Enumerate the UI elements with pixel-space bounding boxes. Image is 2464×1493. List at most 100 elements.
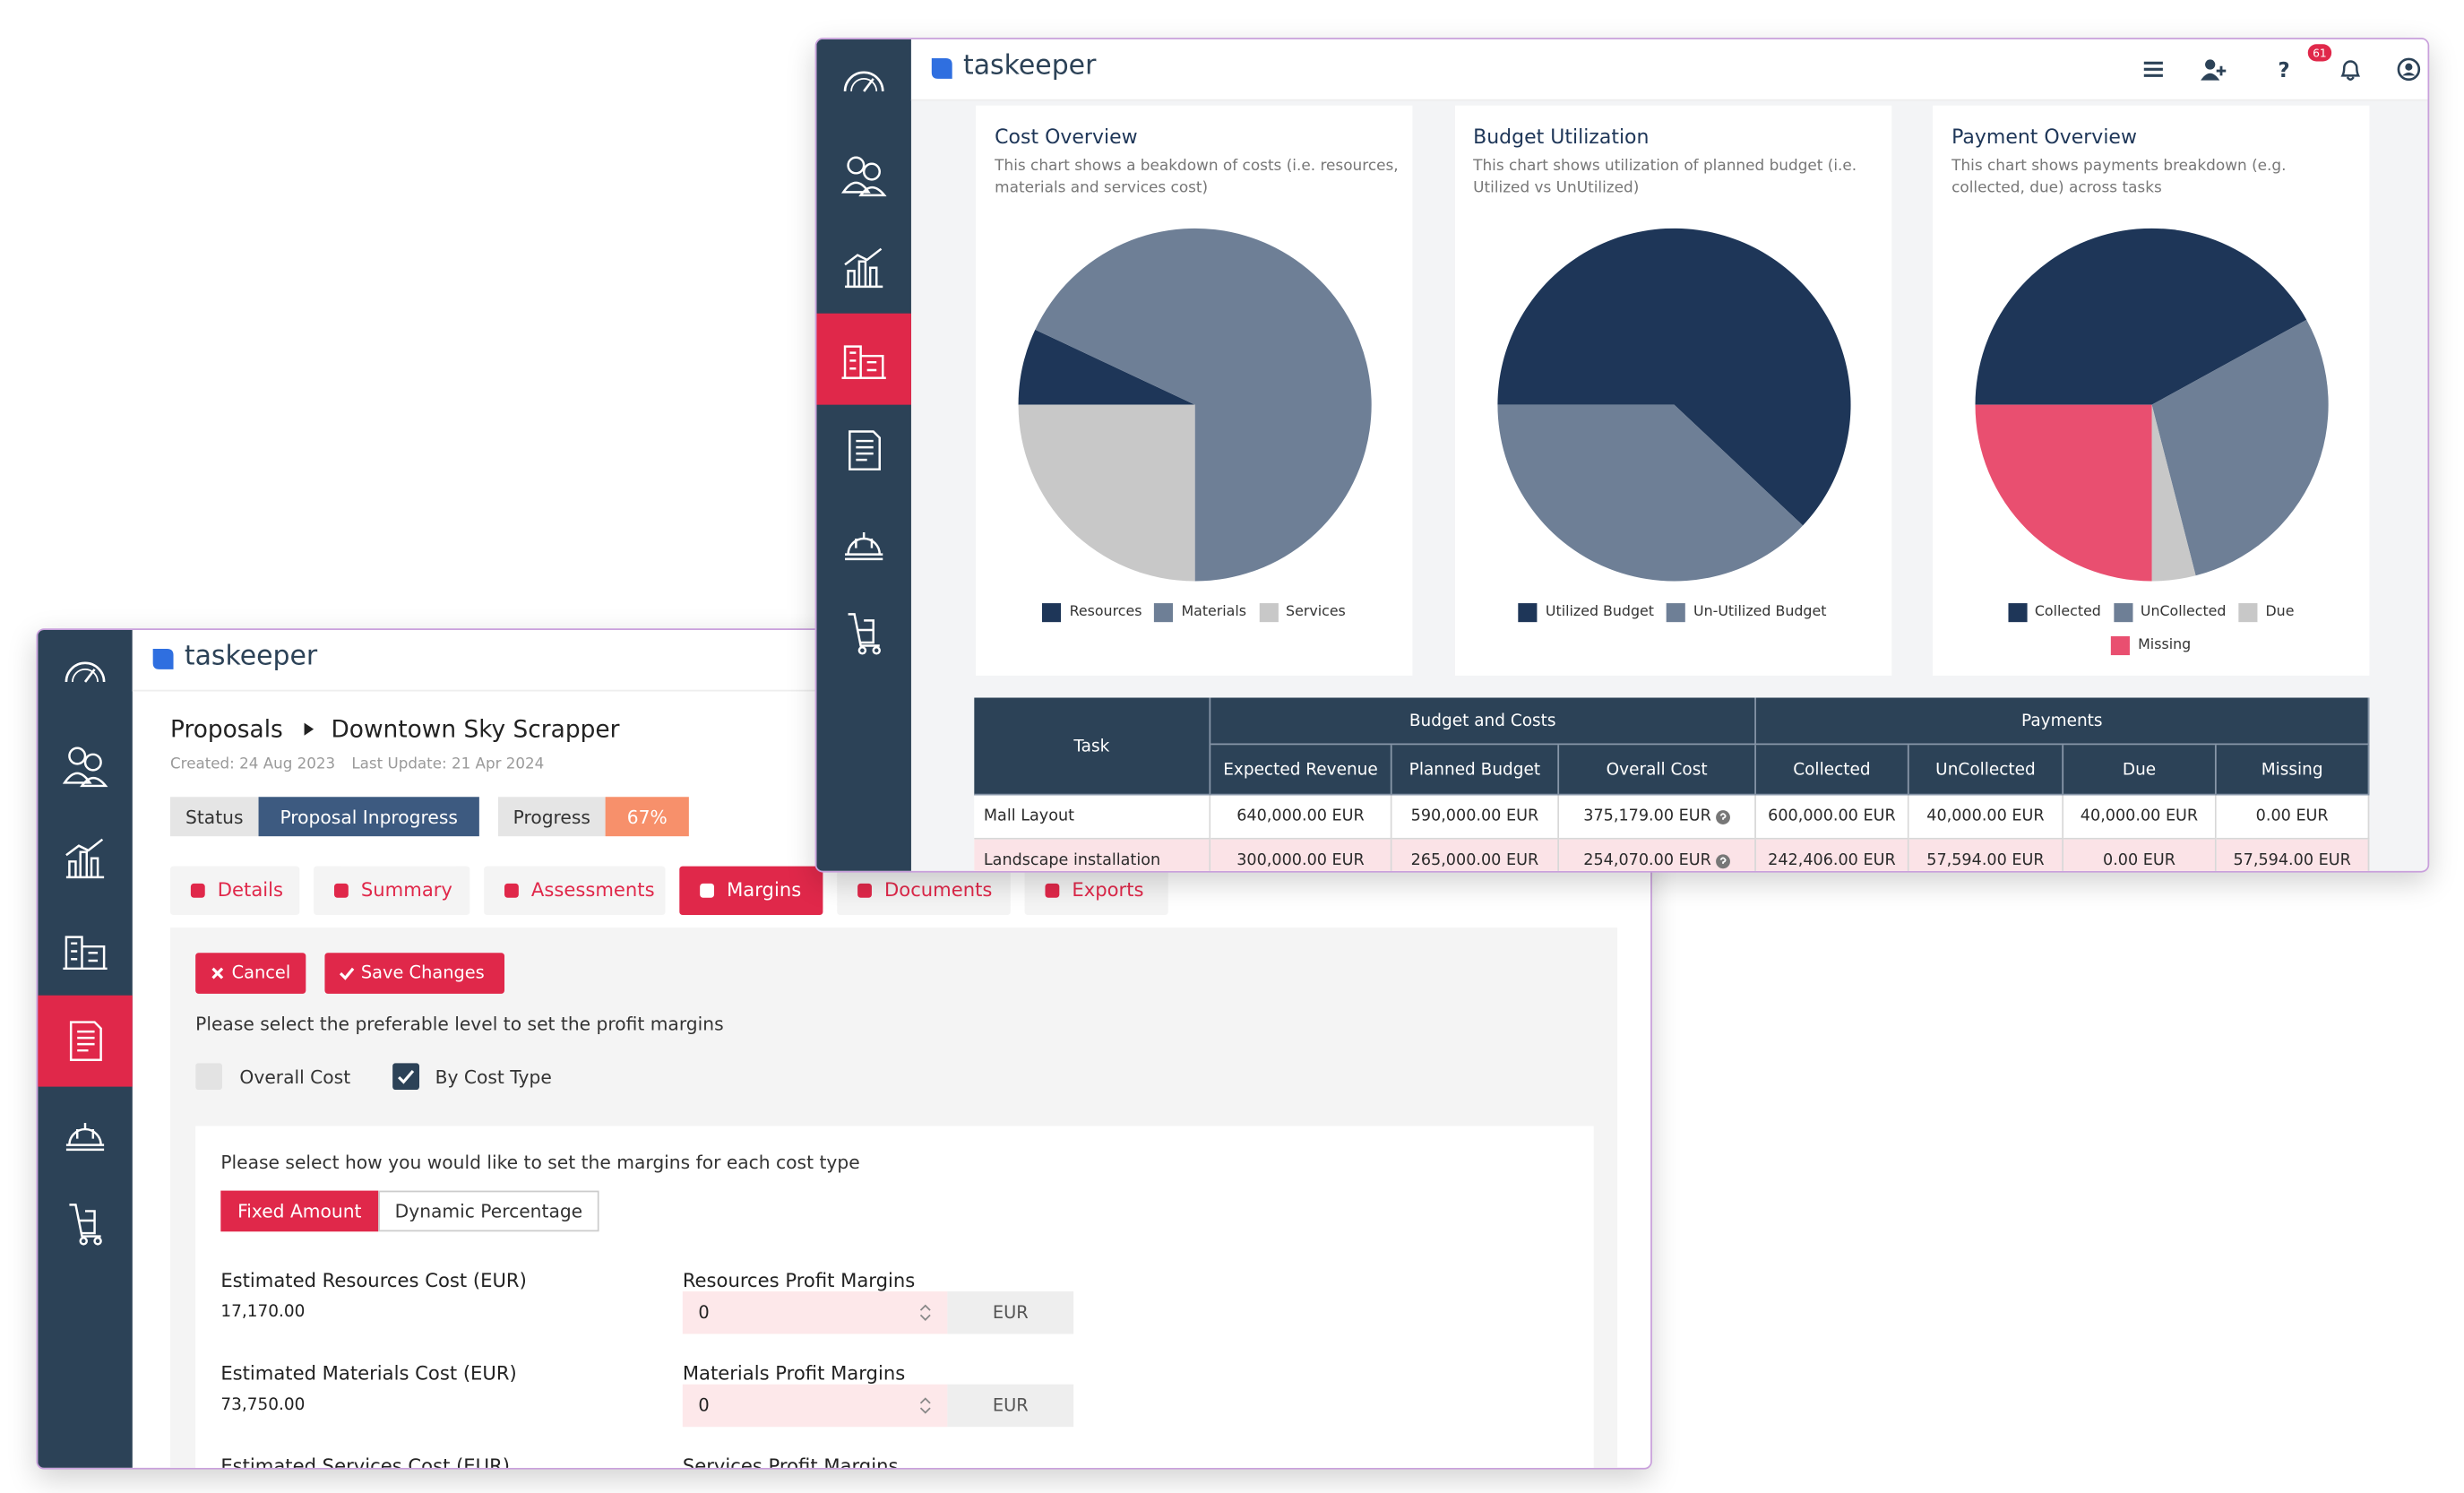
header-cell: Expected Revenue — [1210, 745, 1392, 796]
tab[interactable]: Summary — [314, 866, 470, 916]
legend: Resources Materials Services — [1007, 603, 1381, 623]
pie-chart — [1018, 228, 1372, 582]
pie-slice — [1035, 228, 1372, 582]
mode-button[interactable]: Dynamic Percentage — [378, 1190, 599, 1232]
header-cell: Task — [974, 697, 1211, 796]
legend-swatch — [2111, 635, 2131, 656]
field-label: Estimated Resources Cost (EUR) — [220, 1269, 527, 1292]
legend-swatch — [1518, 603, 1538, 623]
input-unit: EUR — [947, 1384, 1074, 1428]
cell-text: 265,000.00 EUR — [1410, 851, 1539, 870]
tab[interactable]: Exports — [1024, 866, 1168, 916]
created-date: Created: 24 Aug 2023 — [170, 755, 336, 773]
info-icon[interactable] — [1714, 853, 1730, 869]
top-bar: taskeeper? 61 — [910, 39, 2428, 101]
nav-icon — [844, 247, 883, 289]
header-cell: Budget and Costs — [1210, 697, 1756, 746]
table-cell: 242,406.00 EUR — [1755, 839, 1909, 871]
nav-item[interactable] — [816, 588, 911, 679]
nav-item[interactable] — [38, 1087, 133, 1178]
nav-item[interactable] — [816, 131, 911, 222]
legend-label: Due — [2265, 604, 2295, 621]
data-table: Task Budget and Costs Payments Expected Rev… — [974, 697, 2370, 871]
nav-item[interactable] — [38, 1178, 133, 1270]
cell-text: Landscape installation — [983, 851, 1161, 870]
nav-icon — [69, 1021, 102, 1061]
cell-text: 600,000.00 EUR — [1768, 807, 1896, 825]
tab[interactable]: Details — [170, 866, 300, 916]
cell-text: Mall Layout — [983, 807, 1075, 825]
header-icon — [2397, 57, 2421, 82]
breadcrumb-root: Proposals — [170, 714, 283, 744]
cell-text: 57,594.00 EUR — [1926, 851, 2045, 870]
mode-button[interactable]: Fixed Amount — [220, 1190, 379, 1232]
notification-badge: 61 — [2307, 44, 2332, 62]
table-cell: 0.00 EUR — [2216, 795, 2370, 840]
tab-icon — [504, 883, 519, 898]
nav-item[interactable] — [38, 721, 133, 813]
pill: Progress — [497, 797, 606, 837]
legend-label: Resources — [1069, 604, 1142, 621]
cell-text: 0.00 EUR — [2255, 807, 2329, 825]
info-icon[interactable] — [1714, 808, 1730, 824]
pie-slice — [1018, 404, 1195, 582]
cell-text: 57,594.00 EUR — [2233, 851, 2351, 870]
margin-prompt: Please select how you would like to set … — [220, 1151, 860, 1174]
header-icon — [2340, 60, 2361, 81]
header-cell: Planned Budget — [1391, 745, 1560, 796]
tab[interactable]: Margins — [679, 866, 823, 916]
table-cell: 40,000.00 EUR — [2063, 795, 2217, 840]
nav-item[interactable] — [38, 995, 133, 1087]
tab-label: Assessments — [530, 878, 655, 902]
tab[interactable]: Assessments — [484, 866, 666, 916]
logo-icon — [931, 58, 952, 79]
chart-subtitle: This chart shows utilization of planned … — [1473, 157, 1857, 197]
button[interactable]: Cancel — [195, 953, 306, 994]
pill: 67% — [605, 797, 689, 837]
logo-icon — [152, 649, 174, 669]
tab[interactable]: Documents — [837, 866, 1011, 916]
nav-item[interactable] — [816, 496, 911, 588]
updated-date: Last Update: 21 Apr 2024 — [351, 755, 545, 773]
nav-item[interactable] — [816, 222, 911, 314]
tab-icon — [1045, 883, 1060, 898]
number-input[interactable]: 0 — [682, 1291, 948, 1334]
table-cell: 590,000.00 EUR — [1391, 795, 1560, 840]
svg-text:?: ? — [2278, 59, 2289, 82]
tab-label: Exports — [1072, 878, 1144, 902]
tab-icon — [333, 883, 349, 898]
cell-text: 375,179.00 EUR — [1583, 807, 1711, 825]
header-cell: Payments — [1755, 697, 2370, 746]
pill: Proposal Inprogress — [258, 797, 479, 837]
nav-item[interactable] — [816, 39, 911, 131]
field-label: Resources Profit Margins — [682, 1269, 916, 1292]
number-input[interactable]: 0 — [682, 1384, 948, 1428]
sidebar — [816, 39, 911, 871]
legend-label: Collected — [2034, 604, 2101, 621]
table-cell: 254,070.00 EUR — [1559, 839, 1756, 871]
legend-item: Utilized Budget — [1518, 603, 1654, 623]
legend-swatch — [1667, 603, 1686, 623]
legend-swatch — [2113, 603, 2133, 623]
nav-icon — [65, 661, 106, 683]
button[interactable]: Save Changes — [324, 953, 505, 994]
nav-icon — [840, 156, 887, 197]
legend-item: UnCollected — [2113, 603, 2226, 623]
nav-item[interactable] — [816, 405, 911, 496]
legend-item: Materials — [1154, 603, 1246, 623]
nav-item[interactable] — [38, 813, 133, 904]
legend-label: Utilized Budget — [1545, 604, 1654, 621]
legend-swatch — [2238, 603, 2258, 623]
nav-item[interactable] — [816, 313, 911, 405]
brand-name: taskeeper — [184, 641, 318, 673]
chart-card: Budget Utilization This chart shows utili… — [1454, 105, 1891, 676]
nav-item[interactable] — [38, 904, 133, 996]
nav-item[interactable] — [38, 630, 133, 721]
table-cell: 300,000.00 EUR — [1210, 839, 1392, 871]
chart-title: Cost Overview — [995, 124, 1138, 149]
nav-icon — [841, 345, 886, 380]
field-label: Estimated Services Cost (EUR) — [220, 1454, 511, 1470]
table-cell: 375,179.00 EUR — [1559, 795, 1756, 840]
nav-icon — [848, 613, 881, 655]
